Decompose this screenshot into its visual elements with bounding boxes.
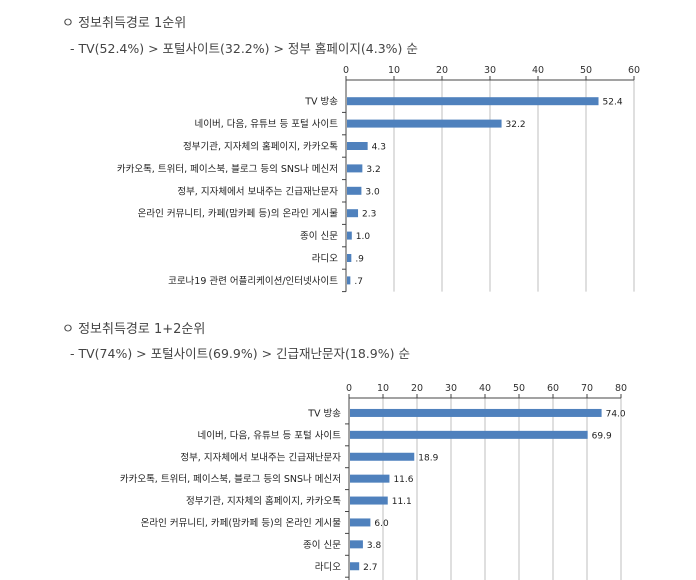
- tick-label: 0: [346, 383, 352, 394]
- category-label: 정부기관, 지자체의 홈페이지, 카카오톡: [186, 495, 341, 507]
- data-label: 32.2: [506, 120, 526, 130]
- tick-label: 30: [484, 65, 496, 76]
- tick-label: 60: [547, 383, 559, 394]
- tick-label: 0: [343, 65, 349, 76]
- bar: [347, 142, 368, 150]
- bar: [347, 119, 502, 128]
- tick-label: 10: [388, 65, 400, 76]
- bar: [350, 518, 371, 527]
- tick-label: 70: [581, 383, 593, 394]
- chart-1: 0 10 20 30 40 50 60 TV 방송 52.4 네이버, 다음, 유튜브 등 포털 …: [117, 65, 640, 293]
- bar: [350, 474, 390, 483]
- tick-label: 50: [580, 65, 592, 76]
- category-label: 온라인 커뮤니티, 카페(맘카페 등)의 온라인 게시물: [138, 209, 339, 220]
- tick-label: 50: [513, 383, 525, 394]
- data-label: .7: [354, 277, 363, 287]
- bar: [347, 186, 362, 195]
- category-label: 카카오톡, 트위터, 페이스북, 블로그 등의 SNS나 메신저: [117, 163, 338, 175]
- category-label: 카카오톡, 트위터, 페이스북, 블로그 등의 SNS나 메신저: [120, 473, 341, 485]
- data-label: .9: [355, 255, 364, 265]
- chart-2: 0 10 20 30 40 50 60 70 80 TV 방송 74.0 네이버, 다음, 유튜브 등…: [120, 383, 627, 580]
- bar: [347, 231, 352, 240]
- tick-label: 20: [411, 383, 423, 394]
- tick-label: 40: [479, 383, 491, 394]
- data-label: 74.0: [606, 409, 626, 419]
- section1-heading: ㅇ 정보취득경로 1순위: [62, 16, 187, 31]
- bar: [347, 164, 363, 173]
- bar: [347, 276, 351, 285]
- data-label: 1.0: [356, 232, 371, 242]
- section2-heading: ㅇ 정보취득경로 1+2순위: [62, 322, 206, 337]
- bar: [350, 496, 388, 505]
- category-label: 종이 신문: [303, 540, 341, 551]
- data-label: 11.1: [392, 497, 412, 507]
- category-label: 네이버, 다음, 유튜브 등 포털 사이트: [195, 118, 339, 130]
- category-label: 종이 신문: [300, 231, 338, 242]
- bar: [350, 408, 602, 417]
- data-label: 2.7: [363, 563, 377, 573]
- bar: [347, 97, 599, 106]
- category-label: 정부, 지자체에서 보내주는 긴급재난문자: [177, 186, 338, 197]
- category-label: 네이버, 다음, 유튜브 등 포털 사이트: [198, 429, 342, 441]
- bar: [347, 209, 359, 218]
- section2-subheading: - TV(74%) > 포털사이트(69.9%) > 긴급재난문자(18.9%)…: [70, 346, 410, 361]
- data-label: 3.0: [365, 187, 380, 197]
- data-label: 69.9: [592, 431, 612, 441]
- data-label: 3.8: [367, 541, 382, 551]
- category-label: 코로나19 관련 어플리케이션/인터넷사이트: [168, 276, 338, 287]
- bar: [350, 562, 360, 571]
- data-label: 52.4: [603, 98, 623, 108]
- tick-label: 40: [532, 65, 544, 76]
- category-label: TV 방송: [304, 97, 338, 108]
- tick-label: 80: [615, 383, 627, 394]
- section1-subheading: - TV(52.4%) > 포털사이트(32.2%) > 정부 홈페이지(4.3…: [70, 41, 418, 56]
- tick-label: 10: [377, 383, 389, 394]
- category-label: 정부, 지자체에서 보내주는 긴급재난문자: [180, 452, 341, 463]
- data-label: 4.3: [372, 143, 386, 153]
- bar: [350, 452, 415, 461]
- category-label: 온라인 커뮤니티, 카페(맘카페 등)의 온라인 게시물: [141, 518, 342, 529]
- category-label: 정부기관, 지자체의 홈페이지, 카카오톡: [183, 141, 338, 153]
- data-label: 18.9: [418, 453, 438, 463]
- bar: [347, 254, 352, 262]
- category-label: TV 방송: [307, 408, 341, 419]
- tick-label: 20: [436, 65, 448, 76]
- tick-label: 30: [445, 383, 457, 394]
- data-label: 11.6: [393, 475, 413, 485]
- data-label: 3.2: [366, 165, 380, 175]
- bar: [350, 430, 588, 439]
- data-label: 2.3: [362, 210, 376, 220]
- bar: [350, 540, 363, 549]
- category-label: 라디오: [315, 562, 341, 573]
- data-label: 6.0: [374, 519, 389, 529]
- category-label: 라디오: [312, 254, 338, 265]
- tick-label: 60: [628, 65, 640, 76]
